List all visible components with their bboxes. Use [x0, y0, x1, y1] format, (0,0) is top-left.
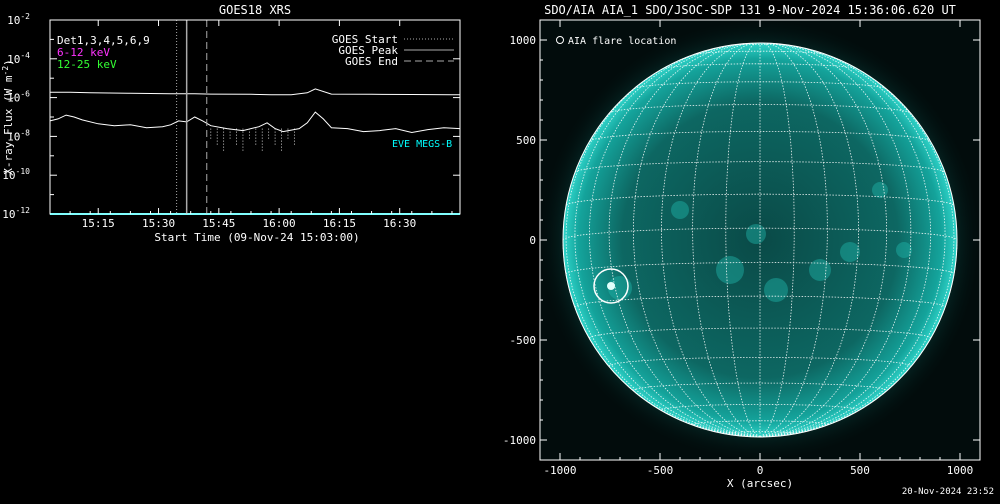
aia-active-region — [872, 182, 888, 198]
xrs-x-tick-label: 15:45 — [202, 217, 235, 230]
xrs-legend-left-item: Det1,3,4,5,6,9 — [57, 34, 150, 47]
xrs-y-label: X-ray Flux (W m-2) — [1, 59, 15, 175]
aia-longitude-line — [759, 42, 795, 437]
aia-latitude-line — [725, 431, 795, 434]
aia-latitude-line — [574, 161, 946, 173]
xrs-series-line-1 — [49, 111, 461, 134]
aia-y-tick-label: -500 — [510, 334, 537, 347]
xrs-legend-right-label: GOES Peak — [338, 44, 398, 57]
aia-y-tick-label: -1000 — [503, 434, 536, 447]
flare-legend-symbol — [556, 36, 564, 44]
aia-title: SDO/AIA AIA_1 SDO/JSOC-SDP 131 9-Nov-202… — [544, 3, 956, 17]
aia-x-tick-label: 500 — [850, 464, 870, 477]
flare-location-circle — [593, 268, 629, 304]
aia-y-tick-label: 0 — [529, 234, 536, 247]
xrs-y-tick-label: 10-10 — [2, 167, 30, 182]
xrs-x-tick-label: 16:15 — [323, 217, 356, 230]
xrs-legend-right-label: GOES End — [345, 55, 398, 68]
xrs-series-line-0 — [50, 88, 460, 96]
xrs-title: GOES18 XRS — [219, 3, 291, 17]
aia-latitude-line — [609, 104, 911, 114]
xrs-y-tick-label: 10-12 — [2, 206, 30, 221]
aia-grid — [562, 42, 958, 437]
aia-active-region — [671, 201, 689, 219]
aia-latitude-line — [589, 130, 931, 142]
aia-longitude-line — [588, 44, 761, 437]
xrs-legend-left-item: 12-25 keV — [57, 58, 117, 71]
xrs-x-label: Start Time (09-Nov-24 15:03:00) — [154, 231, 359, 244]
aia-longitude-line — [692, 42, 761, 437]
xrs-axes-frame — [49, 19, 461, 215]
aia-x-tick-label: 0 — [757, 464, 764, 477]
aia-active-region — [896, 242, 912, 258]
aia-active-region — [809, 259, 831, 281]
aia-active-region — [716, 256, 744, 284]
aia-x-tick-label: -500 — [647, 464, 674, 477]
flare-legend-label: AIA flare location — [568, 36, 676, 47]
aia-longitude-line — [565, 55, 761, 437]
aia-longitude-line — [574, 46, 761, 437]
aia-latitude-line — [608, 357, 912, 367]
aia-longitude-line — [759, 43, 859, 437]
xrs-legend-left-item: 6-12 keV — [57, 46, 110, 59]
aia-solar-disk — [563, 43, 957, 437]
eve-megs-label: EVE MEGS-B — [392, 139, 452, 150]
aia-latitude-line — [574, 295, 946, 308]
xrs-x-tick-label: 15:15 — [82, 217, 115, 230]
aia-longitude-line — [725, 42, 761, 437]
xrs-y-tick-label: 10-4 — [7, 51, 30, 66]
aia-active-region — [764, 278, 788, 302]
xrs-legend-right-label: GOES Start — [332, 33, 398, 46]
xrs-y-tick-label: 10-8 — [7, 128, 30, 143]
aia-active-region — [840, 242, 860, 262]
timestamp-footer: 20-Nov-2024 23:52 — [901, 487, 994, 497]
xrs-x-tick-label: 16:30 — [383, 217, 416, 230]
aia-longitude-line — [759, 43, 888, 437]
aia-longitude-line — [759, 42, 828, 437]
aia-latitude-line — [661, 404, 859, 411]
aia-x-tick-label: -1000 — [543, 464, 576, 477]
aia-x-tick-label: 1000 — [947, 464, 974, 477]
aia-x-label: X (arcsec) — [727, 477, 793, 490]
aia-y-tick-label: 1000 — [510, 34, 537, 47]
aia-longitude-line — [759, 44, 932, 437]
aia-longitude-line — [759, 43, 912, 437]
aia-limb — [562, 42, 958, 438]
xrs-x-tick-label: 15:30 — [142, 217, 175, 230]
xrs-y-tick-label: 10-6 — [7, 90, 30, 105]
aia-latitude-line — [661, 63, 859, 70]
aia-longitude-line — [759, 55, 955, 437]
flare-bright-point — [607, 282, 615, 290]
aia-longitude-line — [632, 43, 761, 437]
aia-image — [540, 20, 980, 460]
xrs-x-tick-label: 16:00 — [263, 217, 296, 230]
aia-y-tick-label: 500 — [516, 134, 536, 147]
aia-active-region — [746, 224, 766, 244]
xrs-y-tick-label: 10-2 — [7, 12, 30, 27]
aia-longitude-line — [661, 43, 761, 437]
aia-longitude-line — [608, 43, 761, 437]
aia-longitude-line — [759, 46, 946, 437]
